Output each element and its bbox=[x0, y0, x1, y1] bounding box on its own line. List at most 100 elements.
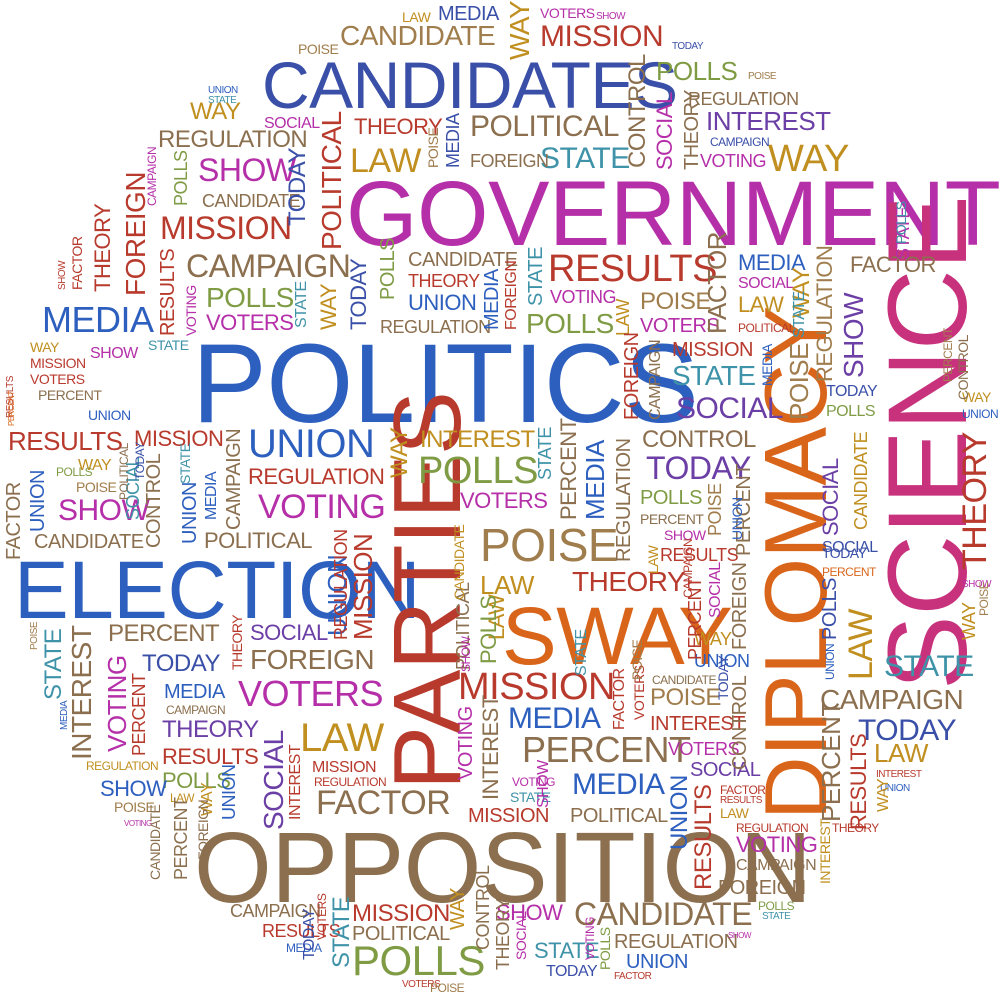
word-interest-2: INTEREST bbox=[420, 426, 535, 453]
word-regulation-4: REGULATION bbox=[688, 89, 799, 109]
word-voting-2: VOTING bbox=[550, 287, 617, 307]
word-state-2: STATE bbox=[884, 650, 974, 683]
word-union-14: UNION bbox=[27, 470, 49, 532]
word-factor-5: FACTOR bbox=[69, 236, 85, 290]
word-law: LAW bbox=[300, 716, 384, 760]
word-media-7: MEDIA bbox=[286, 941, 322, 955]
word-political-5: POLITICAL bbox=[570, 805, 668, 827]
word-voting-3: VOTING bbox=[700, 151, 767, 171]
word-sway: SWAY bbox=[502, 591, 733, 682]
word-show-13: SHOW bbox=[535, 760, 552, 808]
word-opposition: OPPOSITION bbox=[194, 812, 812, 924]
word-political: POLITICAL bbox=[470, 110, 619, 143]
word-theory-4: THEORY bbox=[354, 114, 443, 139]
word-law-10: LAW bbox=[842, 609, 880, 680]
word-law-4: LAW bbox=[738, 292, 784, 317]
word-foreign-4: FOREIGN bbox=[120, 171, 151, 296]
word-show-9: SHOW bbox=[728, 931, 751, 940]
word-candidate-5: CANDIDATE bbox=[202, 191, 301, 211]
word-show: SHOW bbox=[198, 152, 296, 188]
word-results-3: RESULTS bbox=[162, 744, 259, 769]
word-regulation-11: REGULATION bbox=[331, 529, 351, 640]
word-social-12: SOCIAL bbox=[513, 911, 529, 960]
word-percent-11: PERCENT bbox=[7, 391, 16, 426]
word-voters-7: VOTERS bbox=[30, 371, 85, 387]
word-control-5: CONTROL bbox=[143, 453, 165, 548]
word-mission-3: MISSION bbox=[160, 210, 292, 246]
word-union-3: UNION bbox=[208, 85, 238, 96]
word-percent-12: PERCENT bbox=[129, 673, 149, 756]
word-voting-9: VOTING bbox=[102, 655, 132, 752]
word-social-11: SOCIAL bbox=[258, 730, 289, 830]
word-state-9: STATE bbox=[293, 281, 310, 328]
word-social-6: SOCIAL bbox=[822, 539, 878, 556]
word-state-11: STATE bbox=[791, 291, 808, 338]
word-today-3: TODAY bbox=[142, 650, 220, 677]
word-state: STATE bbox=[540, 142, 630, 175]
word-factor-2: FACTOR bbox=[850, 252, 936, 277]
word-results-2: RESULTS bbox=[8, 426, 123, 456]
word-polls-9: POLLS bbox=[56, 465, 93, 479]
word-theory: THEORY bbox=[572, 566, 686, 597]
word-poise-14: POISE bbox=[29, 621, 40, 650]
word-interest-3: INTEREST bbox=[650, 713, 745, 735]
word-factor-7: FACTOR bbox=[611, 668, 628, 730]
word-social-4: SOCIAL bbox=[264, 115, 320, 132]
word-percent-5: PERCENT bbox=[38, 387, 102, 403]
word-union-5: UNION bbox=[626, 951, 688, 973]
word-poise-9: POISE bbox=[425, 127, 441, 168]
word-voters-5: VOTERS bbox=[668, 739, 740, 759]
word-today-4: TODAY bbox=[826, 383, 878, 400]
word-candidate-4: CANDIDATE bbox=[408, 249, 518, 271]
word-union-11: UNION bbox=[666, 775, 693, 850]
word-law-8: LAW bbox=[170, 791, 195, 805]
word-union-7: UNION bbox=[88, 407, 131, 423]
word-interest-8: INTEREST bbox=[287, 744, 304, 820]
word-interest: INTEREST bbox=[706, 106, 831, 136]
word-polls-2: POLLS bbox=[656, 56, 738, 86]
word-regulation-9: REGULATION bbox=[812, 245, 837, 382]
word-interest-5: INTEREST bbox=[817, 818, 833, 884]
word-voting-5: VOTING bbox=[124, 819, 152, 828]
word-show-12: SHOW bbox=[459, 636, 473, 672]
word-political-3: POLITICAL bbox=[204, 528, 312, 553]
word-control-4: CONTROL bbox=[729, 675, 751, 770]
word-media-9: MEDIA bbox=[481, 269, 503, 330]
word-media-4: MEDIA bbox=[164, 681, 225, 703]
word-state-17: STATE bbox=[328, 896, 355, 968]
word-poise-5: POISE bbox=[650, 684, 721, 711]
word-voting-4: VOTING bbox=[736, 832, 818, 857]
word-show-5: SHOW bbox=[496, 900, 563, 925]
word-union-10: UNION bbox=[729, 497, 745, 540]
word-political-2: POLITICAL bbox=[352, 923, 450, 945]
word-control-2: CONTROL bbox=[624, 54, 651, 168]
word-today-5: TODAY bbox=[672, 41, 704, 52]
word-percent: PERCENT bbox=[522, 729, 691, 770]
word-results-6: RESULTS bbox=[720, 795, 762, 806]
word-percent-3: PERCENT bbox=[640, 511, 704, 527]
word-mission-5: MISSION bbox=[134, 426, 224, 451]
word-percent-7: PERCENT bbox=[816, 701, 846, 822]
word-today: TODAY bbox=[646, 450, 751, 486]
word-polls-10: POLLS bbox=[758, 899, 795, 913]
word-way-11: WAY bbox=[875, 778, 892, 812]
word-media-8: MEDIA bbox=[443, 113, 463, 168]
word-mission-9: MISSION bbox=[312, 759, 377, 776]
word-foreign-2: FOREIGN bbox=[470, 151, 549, 171]
word-control: CONTROL bbox=[642, 426, 756, 453]
word-way-10: WAY bbox=[959, 602, 979, 641]
word-factor-8: FACTOR bbox=[3, 482, 25, 560]
word-voting-7: VOTING bbox=[183, 285, 199, 336]
word-union-13: UNION bbox=[179, 482, 201, 544]
word-factor-3: FACTOR bbox=[720, 783, 766, 797]
word-poise-11: POISE bbox=[977, 581, 991, 616]
word-state-15: STATE bbox=[177, 443, 193, 484]
word-candidate: CANDIDATE bbox=[340, 20, 496, 51]
word-polls-16: POLLS bbox=[597, 927, 613, 970]
word-mission-4: MISSION bbox=[352, 900, 450, 927]
word-union-6: UNION bbox=[962, 407, 999, 421]
word-poise: POISE bbox=[480, 519, 619, 571]
word-political-6: POLITICAL bbox=[316, 111, 347, 250]
word-voters-4: VOTERS bbox=[540, 5, 595, 21]
word-results-9: RESULTS bbox=[690, 784, 717, 890]
